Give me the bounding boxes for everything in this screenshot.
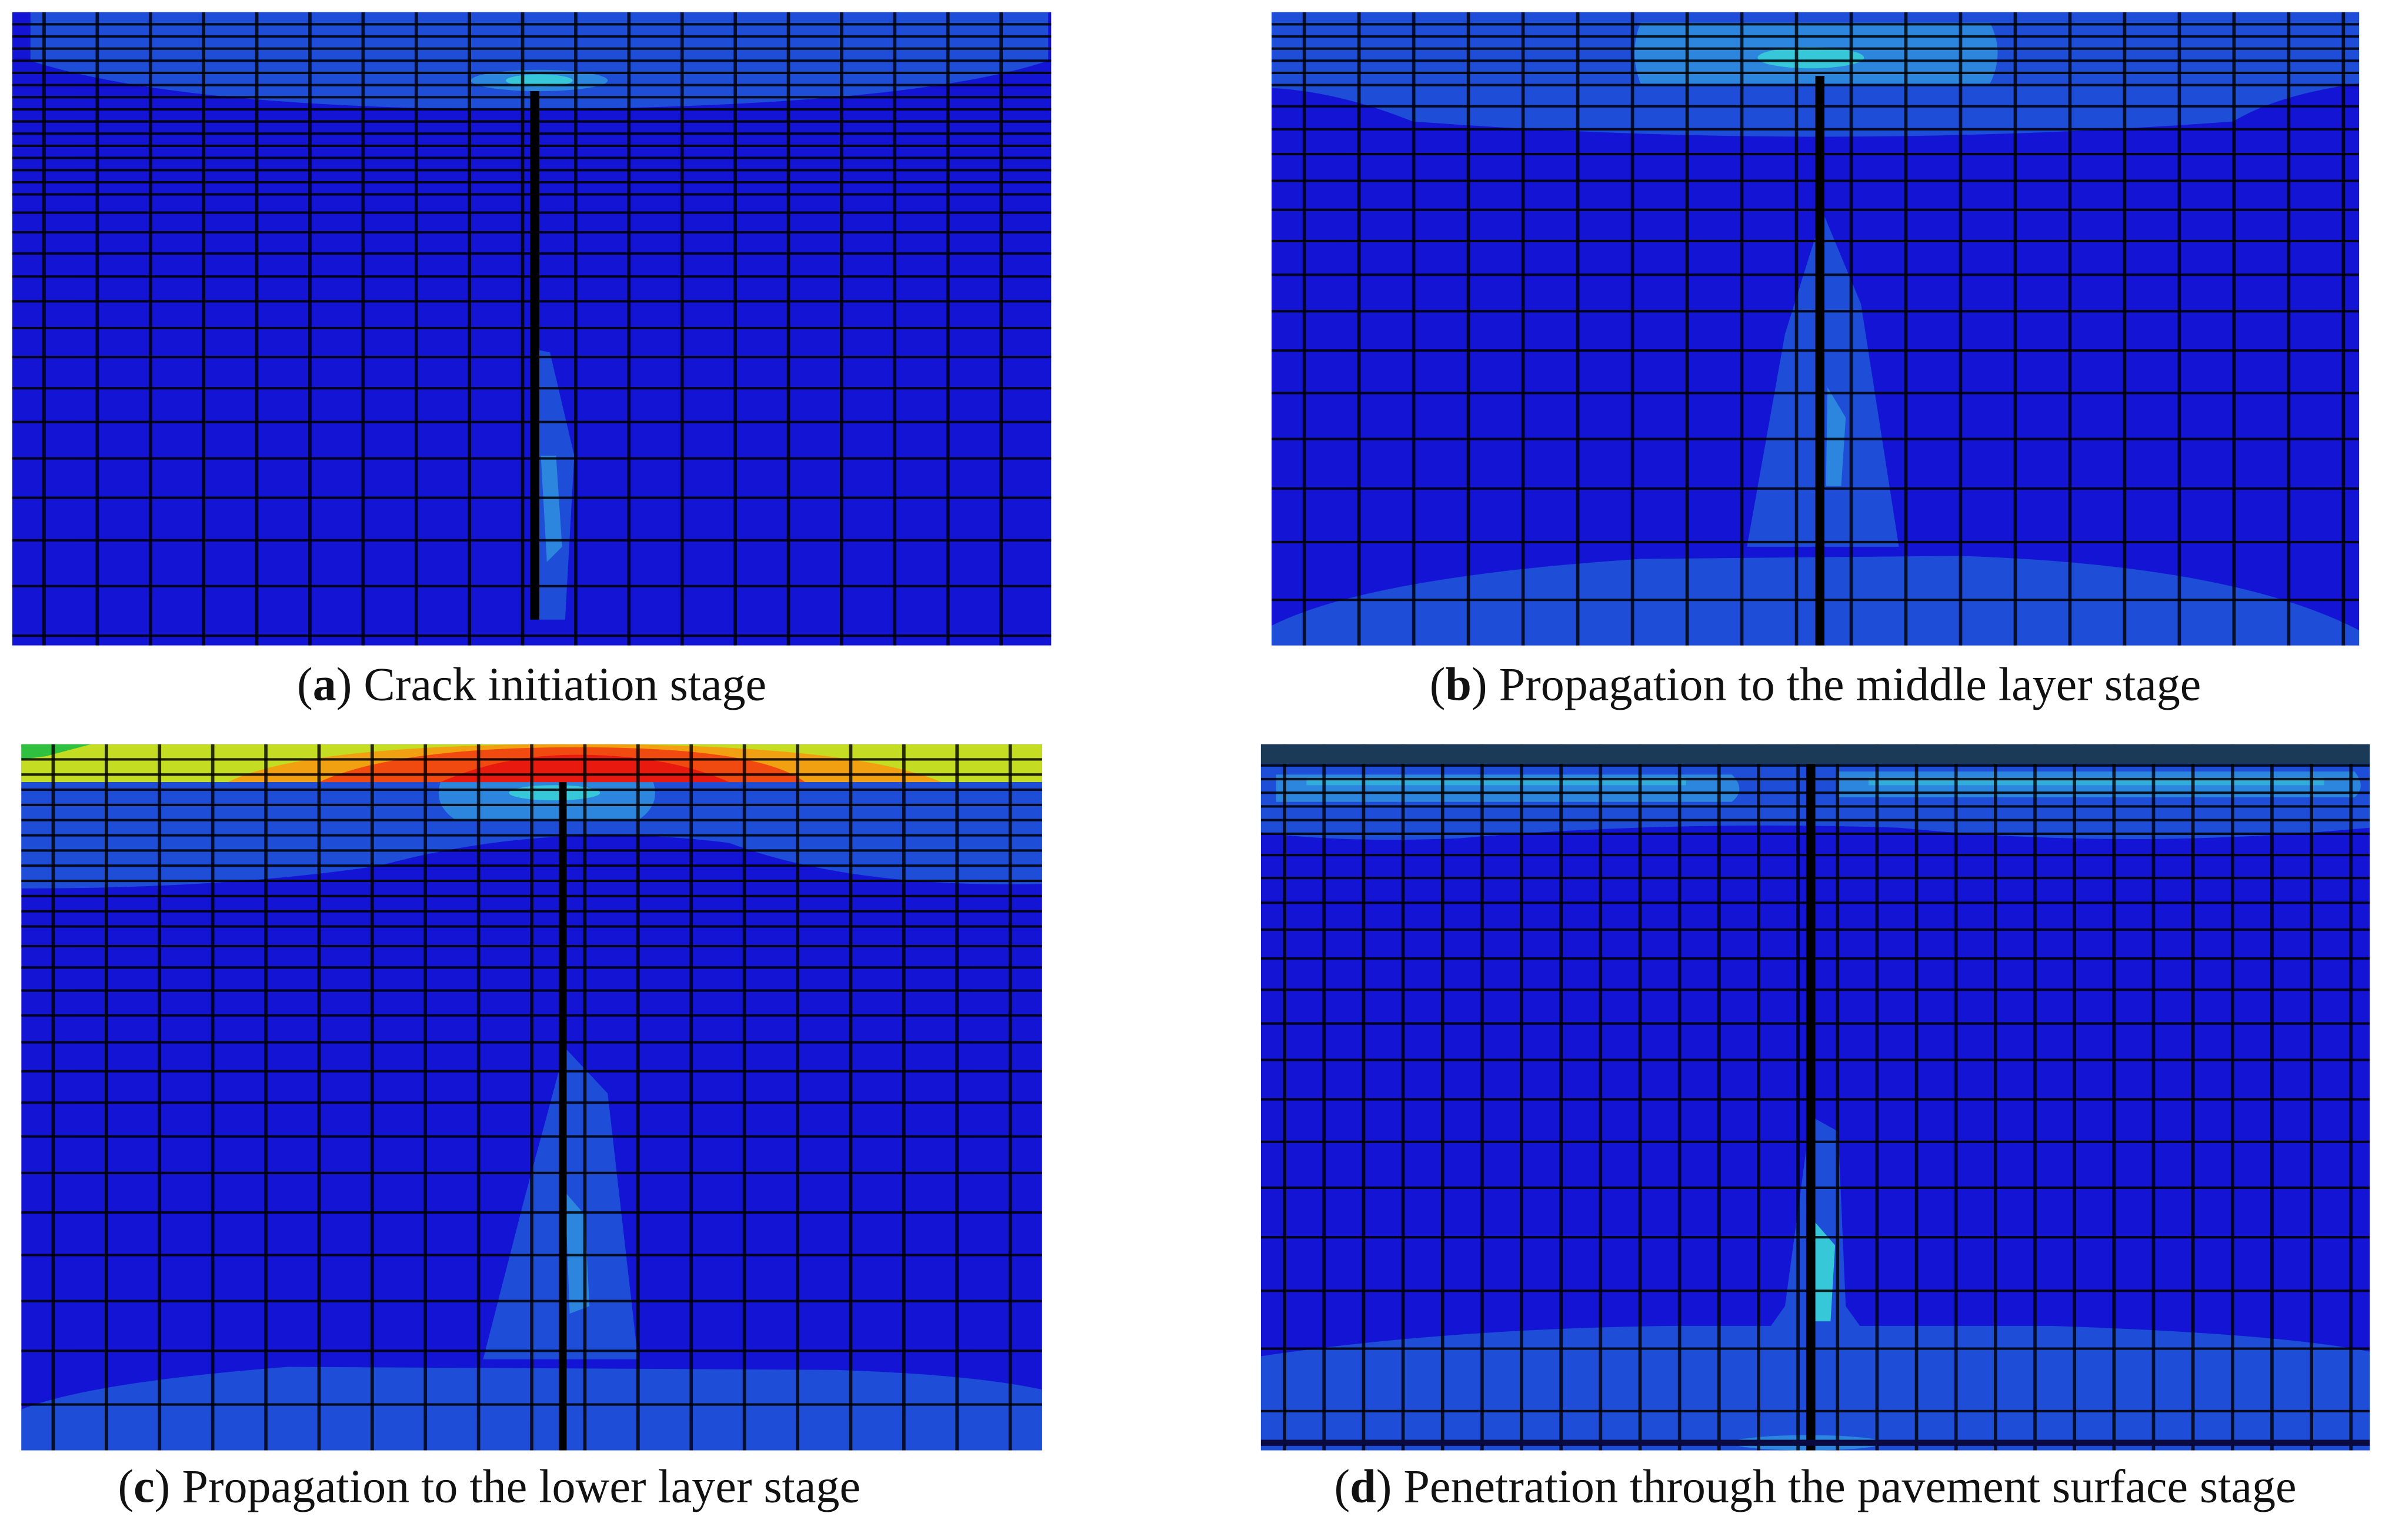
caption: (d) Penetration through the pavement sur…: [1335, 1461, 2297, 1512]
panel-a-image: [12, 12, 1052, 646]
panel-b-image: [1271, 12, 2360, 646]
caption: (c) Propagation to the lower layer stage: [118, 1461, 860, 1512]
caption-letter: d: [1350, 1461, 1376, 1512]
caption-bracket: ): [336, 659, 352, 711]
caption-text: Propagation to the middle layer stage: [1487, 659, 2201, 711]
caption-letter: a: [313, 659, 336, 711]
caption-bracket: (: [1430, 659, 1446, 711]
caption: (b) Propagation to the middle layer stag…: [1430, 659, 2201, 711]
panel-c-image: [21, 744, 1042, 1451]
caption-bracket: (: [1335, 1461, 1350, 1512]
caption-bracket: ): [1376, 1461, 1392, 1512]
panel-d-image: [1260, 744, 2370, 1451]
caption-text: Crack initiation stage: [352, 659, 766, 711]
caption-text: Propagation to the lower layer stage: [170, 1461, 860, 1512]
caption: (a) Crack initiation stage: [297, 659, 766, 711]
caption-bracket: (: [297, 659, 313, 711]
caption-bracket: ): [1472, 659, 1487, 711]
caption-bracket: ): [155, 1461, 171, 1512]
caption-letter: b: [1445, 659, 1472, 711]
caption-letter: c: [134, 1461, 155, 1512]
caption-bracket: (: [118, 1461, 134, 1512]
caption-text: Penetration through the pavement surface…: [1392, 1461, 2296, 1512]
